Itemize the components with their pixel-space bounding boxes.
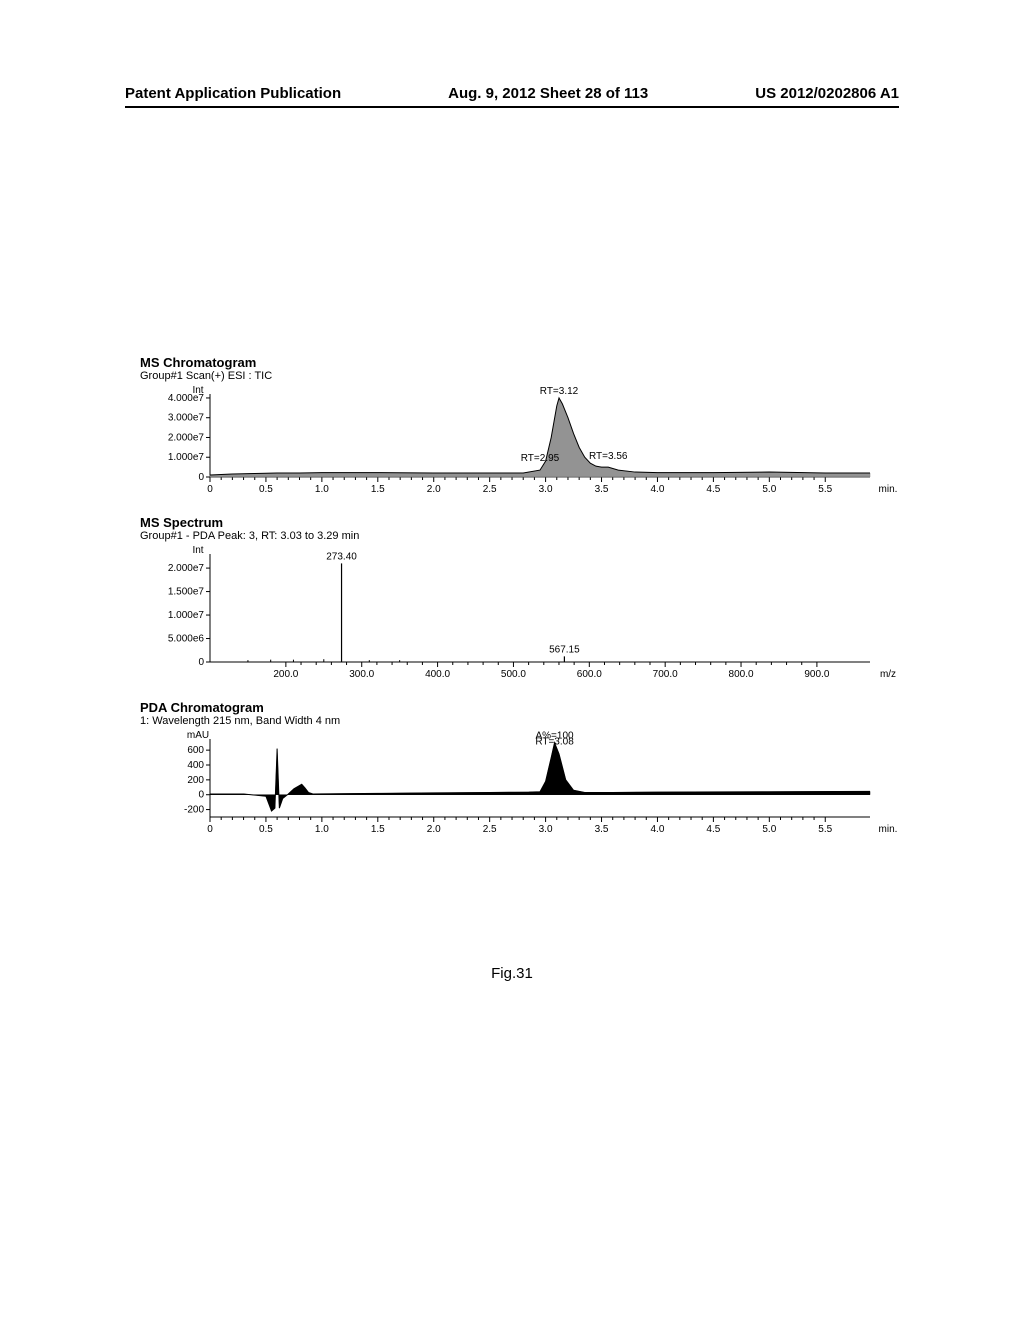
header-center: Aug. 9, 2012 Sheet 28 of 113 — [448, 85, 648, 102]
svg-text:5.0: 5.0 — [762, 484, 776, 495]
svg-text:0.5: 0.5 — [259, 824, 273, 835]
svg-text:900.0: 900.0 — [804, 669, 829, 680]
svg-text:600.0: 600.0 — [577, 669, 602, 680]
svg-text:4.0: 4.0 — [651, 484, 665, 495]
svg-text:RT=3.08: RT=3.08 — [535, 737, 574, 748]
svg-text:567.15: 567.15 — [549, 644, 580, 655]
svg-text:4.0: 4.0 — [651, 824, 665, 835]
svg-text:2.000e7: 2.000e7 — [168, 563, 205, 574]
svg-text:5.5: 5.5 — [818, 484, 832, 495]
svg-text:0: 0 — [198, 472, 204, 483]
svg-text:3.0: 3.0 — [539, 824, 553, 835]
svg-text:2.0: 2.0 — [427, 824, 441, 835]
ms-chromatogram-block: MS Chromatogram Group#1 Scan(+) ESI : TI… — [140, 355, 920, 497]
svg-text:200.0: 200.0 — [273, 669, 298, 680]
svg-text:2.5: 2.5 — [483, 824, 497, 835]
svg-text:2.0: 2.0 — [427, 484, 441, 495]
svg-text:1.500e7: 1.500e7 — [168, 587, 205, 598]
svg-text:273.40: 273.40 — [326, 551, 357, 562]
svg-text:0: 0 — [198, 657, 204, 668]
svg-text:4.5: 4.5 — [706, 824, 720, 835]
chart3-subtitle: 1: Wavelength 215 nm, Band Width 4 nm — [140, 715, 920, 727]
svg-text:min.: min. — [879, 484, 898, 495]
svg-text:1.000e7: 1.000e7 — [168, 610, 205, 621]
svg-text:600: 600 — [187, 745, 204, 756]
svg-text:-200: -200 — [184, 805, 204, 816]
svg-text:700.0: 700.0 — [653, 669, 678, 680]
pda-chromatogram-block: PDA Chromatogram 1: Wavelength 215 nm, B… — [140, 700, 920, 837]
svg-text:1.000e7: 1.000e7 — [168, 452, 205, 463]
svg-text:0.5: 0.5 — [259, 484, 273, 495]
svg-text:1.0: 1.0 — [315, 824, 329, 835]
svg-text:2.000e7: 2.000e7 — [168, 432, 205, 443]
svg-text:3.000e7: 3.000e7 — [168, 413, 205, 424]
svg-text:1.5: 1.5 — [371, 484, 385, 495]
svg-text:mAU: mAU — [187, 730, 209, 741]
chart2-svg: Int 0 5.000e6 1.000e7 1.500e7 2.000e7 200.0 300… — [140, 542, 910, 682]
svg-text:RT=3.56: RT=3.56 — [589, 451, 628, 462]
svg-text:400: 400 — [187, 760, 204, 771]
svg-text:5.5: 5.5 — [818, 824, 832, 835]
svg-text:1.0: 1.0 — [315, 484, 329, 495]
svg-text:RT=2.95: RT=2.95 — [521, 453, 560, 464]
svg-text:0: 0 — [207, 824, 213, 835]
figure-label: Fig.31 — [0, 965, 1024, 982]
chart1-svg: Int01.000e72.000e73.000e74.000e700.51.01… — [140, 382, 910, 497]
header-right: US 2012/0202806 A1 — [755, 85, 899, 102]
svg-text:min.: min. — [879, 824, 898, 835]
svg-text:5.000e6: 5.000e6 — [168, 634, 205, 645]
page-header: Patent Application Publication Aug. 9, 2… — [0, 85, 1024, 102]
svg-text:5.0: 5.0 — [762, 824, 776, 835]
svg-text:3.5: 3.5 — [595, 484, 609, 495]
svg-text:300.0: 300.0 — [349, 669, 374, 680]
svg-text:2.5: 2.5 — [483, 484, 497, 495]
charts-container: MS Chromatogram Group#1 Scan(+) ESI : TI… — [140, 355, 920, 855]
svg-text:m/z: m/z — [880, 669, 896, 680]
ms-spectrum-block: MS Spectrum Group#1 - PDA Peak: 3, RT: 3… — [140, 515, 920, 682]
svg-text:4.000e7: 4.000e7 — [168, 393, 205, 404]
svg-text:Int: Int — [192, 545, 203, 556]
svg-text:0: 0 — [198, 790, 204, 801]
chart3-svg: mAU-200020040060000.51.01.52.02.53.03.54… — [140, 727, 910, 837]
chart2-title: MS Spectrum — [140, 515, 920, 530]
svg-text:3.0: 3.0 — [539, 484, 553, 495]
chart1-subtitle: Group#1 Scan(+) ESI : TIC — [140, 370, 920, 382]
chart2-subtitle: Group#1 - PDA Peak: 3, RT: 3.03 to 3.29 … — [140, 530, 920, 542]
svg-text:200: 200 — [187, 775, 204, 786]
header-rule — [125, 106, 899, 108]
svg-text:0: 0 — [207, 484, 213, 495]
svg-text:400.0: 400.0 — [425, 669, 450, 680]
svg-text:RT=3.12: RT=3.12 — [540, 386, 579, 397]
svg-text:500.0: 500.0 — [501, 669, 526, 680]
svg-text:3.5: 3.5 — [595, 824, 609, 835]
svg-text:1.5: 1.5 — [371, 824, 385, 835]
chart1-title: MS Chromatogram — [140, 355, 920, 370]
header-left: Patent Application Publication — [125, 85, 341, 102]
svg-text:4.5: 4.5 — [706, 484, 720, 495]
chart3-title: PDA Chromatogram — [140, 700, 920, 715]
svg-text:800.0: 800.0 — [729, 669, 754, 680]
